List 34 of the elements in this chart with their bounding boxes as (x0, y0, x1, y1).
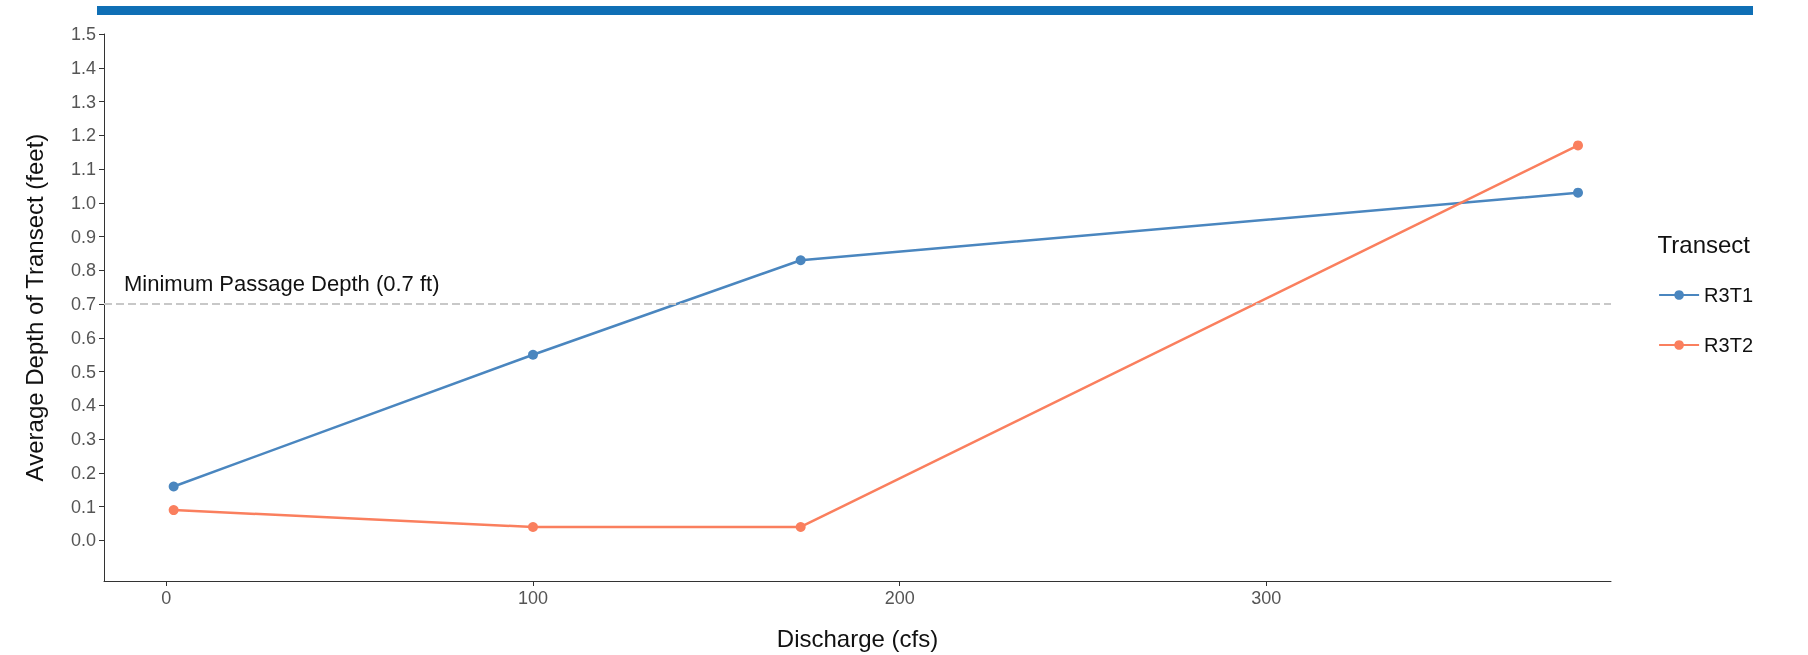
y-axis-title: Average Depth of Transect (feet) (20, 133, 48, 482)
y-tick-label: 1.2 (70, 125, 96, 146)
y-tick-label: 0.4 (70, 395, 96, 416)
y-tick-label: 0.6 (70, 327, 96, 348)
y-tick-label: 0.5 (70, 361, 96, 382)
y-tick-label: 1.0 (70, 192, 96, 213)
y-tick-label: 0.1 (70, 496, 96, 517)
x-tick-label: 300 (1251, 588, 1282, 608)
y-tick-label: 1.1 (70, 159, 96, 180)
y-tick-label: 1.5 (70, 24, 96, 44)
x-tick-label: 0 (161, 588, 172, 608)
y-tick-label: 0.2 (70, 462, 96, 483)
point (1573, 140, 1583, 151)
y-tick-label: 1.4 (70, 57, 96, 78)
x-axis-title: Discharge (cfs) (776, 624, 939, 652)
y-tick-label: 0.3 (70, 429, 96, 450)
x-tick-label: 100 (517, 588, 549, 608)
point (528, 521, 538, 532)
y-tick-label: 0.0 (70, 530, 96, 551)
point (795, 255, 806, 266)
point (168, 481, 179, 492)
point (168, 505, 179, 516)
legend-title: Transect (1657, 230, 1751, 258)
legend-label: R3T1 (1704, 284, 1753, 306)
point (1573, 187, 1583, 198)
y-tick-label: 0.7 (70, 294, 96, 315)
legend-label: R3T2 (1704, 334, 1753, 356)
x-tick-label: 200 (884, 588, 915, 608)
point (528, 349, 538, 360)
point (795, 521, 806, 532)
y-tick-label: 0.9 (70, 226, 96, 247)
ref-line-label: Minimum Passage Depth (0.7 ft) (124, 270, 440, 296)
y-tick-label: 1.3 (70, 91, 96, 112)
y-tick-label: 0.8 (70, 260, 96, 281)
